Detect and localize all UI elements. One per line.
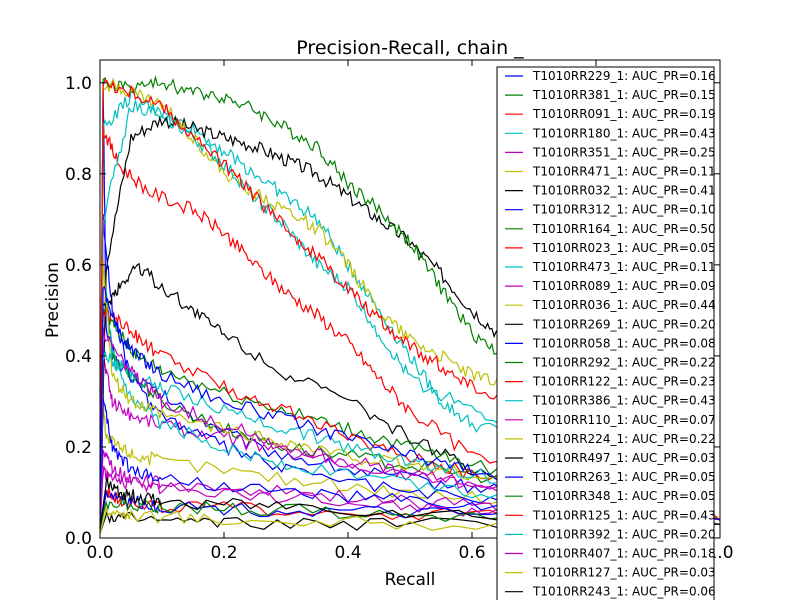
legend-label: T1010RR224_1: AUC_PR=0.22: [532, 432, 716, 446]
series-line: [100, 351, 720, 529]
y-tick-label: 0.8: [65, 165, 92, 185]
y-tick-label: 1.0: [65, 74, 92, 94]
plot-frame: [99, 59, 721, 539]
legend-label: T1010RR110_1: AUC_PR=0.07: [532, 413, 716, 427]
series-line: [100, 506, 720, 534]
series-line: [100, 511, 720, 534]
y-axis-label: Precision: [43, 262, 63, 338]
series-layer: [100, 75, 720, 534]
series-line: [100, 477, 720, 530]
legend-box: [496, 66, 715, 600]
legend-label: T1010RR229_1: AUC_PR=0.16: [532, 69, 716, 83]
legend-label: T1010RR473_1: AUC_PR=0.11: [532, 260, 716, 274]
series-line: [100, 496, 720, 530]
legend-label: T1010RR381_1: AUC_PR=0.15: [532, 88, 716, 102]
series-line: [100, 213, 720, 529]
series-line: [100, 465, 720, 529]
legend: T1010RR229_1: AUC_PR=0.16 T1010RR381_1: A…: [496, 66, 716, 600]
legend-label: T1010RR471_1: AUC_PR=0.11: [532, 165, 716, 179]
legend-label: T1010RR164_1: AUC_PR=0.50: [532, 222, 716, 236]
plot-area: 0.0 0.2 0.4 0.6 0.8 1.0 0.0 0.2 0.4 0.6 0.8 1.0: [65, 59, 734, 563]
legend-label: T1010RR180_1: AUC_PR=0.43: [532, 126, 716, 140]
legend-label: T1010RR058_1: AUC_PR=0.08: [532, 336, 716, 350]
legend-label: T1010RR292_1: AUC_PR=0.22: [532, 356, 716, 370]
legend-label: T1010RR269_1: AUC_PR=0.20: [532, 317, 716, 331]
x-tick-label: 0.4: [334, 543, 361, 563]
y-axis: 0.0 0.2 0.4 0.6 0.8 1.0: [65, 74, 720, 549]
legend-label: T1010RR386_1: AUC_PR=0.43: [532, 394, 716, 408]
x-tick-label: 0.2: [210, 543, 237, 563]
legend-label: T1010RR091_1: AUC_PR=0.19: [532, 107, 716, 121]
legend-label: T1010RR407_1: AUC_PR=0.18: [532, 547, 716, 561]
legend-label: T1010RR023_1: AUC_PR=0.05: [532, 241, 716, 255]
legend-label: T1010RR036_1: AUC_PR=0.44: [532, 298, 716, 312]
legend-label: T1010RR032_1: AUC_PR=0.41: [532, 184, 716, 198]
legend-label: T1010RR392_1: AUC_PR=0.20: [532, 527, 716, 541]
series-line: [100, 91, 720, 525]
x-axis-label: Recall: [385, 570, 436, 590]
series-line: [100, 285, 720, 529]
y-tick-label: 0.2: [65, 438, 92, 458]
series-line: [100, 401, 720, 529]
legend-label: T1010RR263_1: AUC_PR=0.05: [532, 470, 716, 484]
legend-label: T1010RR125_1: AUC_PR=0.43: [532, 508, 716, 522]
series-line: [100, 304, 720, 529]
legend-label: T1010RR089_1: AUC_PR=0.09: [532, 279, 716, 293]
series-line: [100, 327, 720, 529]
legend-entries: T1010RR229_1: AUC_PR=0.16 T1010RR381_1: A…: [505, 69, 716, 599]
legend-label: T1010RR497_1: AUC_PR=0.03: [532, 451, 716, 465]
series-line: [100, 490, 720, 529]
y-tick-label: 0.6: [65, 256, 92, 276]
legend-label: T1010RR122_1: AUC_PR=0.23: [532, 375, 716, 389]
legend-label: T1010RR348_1: AUC_PR=0.05: [532, 489, 716, 503]
legend-label: T1010RR351_1: AUC_PR=0.25: [532, 145, 716, 159]
chart-title: Precision-Recall, chain _: [296, 37, 524, 59]
legend-label: T1010RR243_1: AUC_PR=0.06: [532, 585, 716, 599]
x-tick-label: 0.0: [86, 543, 113, 563]
x-tick-label: 0.6: [458, 543, 485, 563]
y-tick-label: 0.0: [65, 529, 92, 549]
legend-label: T1010RR127_1: AUC_PR=0.03: [532, 566, 716, 580]
series-line: [100, 397, 720, 529]
legend-label: T1010RR312_1: AUC_PR=0.10: [532, 203, 716, 217]
y-tick-label: 0.4: [65, 347, 92, 367]
series-line: [100, 125, 720, 529]
